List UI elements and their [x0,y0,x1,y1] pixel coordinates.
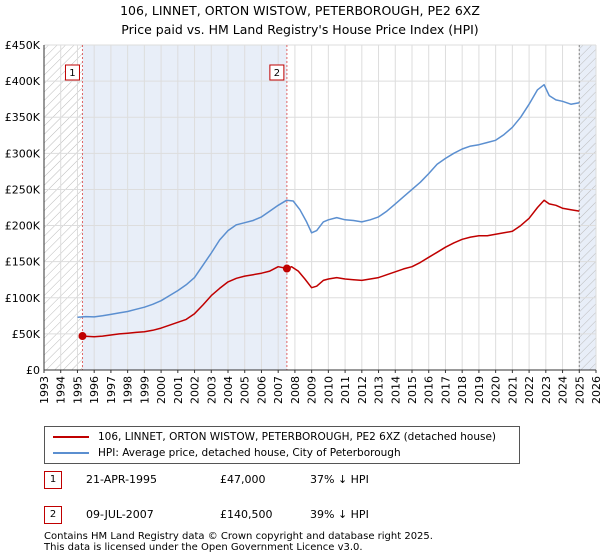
shaded-period [82,45,287,370]
legend-swatch-hpi [53,452,89,454]
y-tick-label: £300K [5,147,41,160]
sale-number-badge: 2 [44,506,62,524]
x-tick-label: 2015 [406,376,419,404]
y-tick-label: £100K [5,292,41,305]
sale-date: 09-JUL-2007 [86,508,154,521]
footer-copyright: Contains HM Land Registry data © Crown c… [44,531,433,542]
sale-number-badge: 1 [44,471,62,489]
x-tick-label: 1994 [55,376,68,404]
x-tick-label: 1993 [38,376,51,404]
x-tick-label: 2019 [473,376,486,404]
x-tick-label: 2005 [239,376,252,404]
legend-label-property: 106, LINNET, ORTON WISTOW, PETERBOROUGH,… [98,431,497,443]
footer-licence: This data is licensed under the Open Gov… [44,542,363,553]
hpi-series-line [77,83,580,319]
x-tick-label: 2008 [289,376,302,404]
legend-swatch-property [53,436,89,438]
x-tick-label: 2011 [339,376,352,404]
sale-label-box [269,64,285,81]
price-chart: £0 £50K £100K £150K £200K £250K £300K £350K £400… [5,39,600,404]
x-tick-label: 2012 [356,376,369,404]
x-tick-label: 2000 [155,376,168,404]
x-tick-label: 2018 [456,376,469,404]
y-tick-label: £50K [12,328,41,341]
chart-legend: 106, LINNET, ORTON WISTOW, PETERBOROUGH,… [44,426,520,464]
x-tick-label: 2025 [573,376,586,404]
y-tick-label: £200K [5,220,41,233]
y-tick-label: £400K [5,75,41,88]
sale-label-text: 1 [69,68,75,79]
x-tick-label: 1998 [122,376,135,404]
x-tick-label: 2007 [272,376,285,404]
x-tick-label: 2022 [523,376,536,404]
x-tick-label: 2021 [506,376,519,404]
sale-price: £47,000 [220,473,266,486]
x-tick-label: 2024 [557,376,570,404]
legend-item-property: 106, LINNET, ORTON WISTOW, PETERBOROUGH,… [53,429,496,445]
sale-date: 21-APR-1995 [86,473,158,486]
x-tick-label: 2023 [540,376,553,404]
x-tick-label: 2013 [373,376,386,404]
sale-hpi-diff: 37% ↓ HPI [310,473,369,486]
sale-price: £140,500 [220,508,273,521]
y-tick-label: £150K [5,256,41,269]
sale-row: 1 21-APR-1995 £47,000 37% ↓ HPI [44,471,564,491]
y-tick-label: £0 [26,364,40,377]
x-tick-label: 2010 [322,376,335,404]
property-series-line [82,199,580,338]
legend-label-hpi: HPI: Average price, detached house, City… [98,447,401,459]
sale-point [78,332,87,341]
x-tick-label: 2020 [490,376,503,404]
x-tick-label: 1999 [138,376,151,404]
x-tick-label: 2004 [222,376,235,404]
x-tick-label: 2014 [389,376,402,404]
x-tick-label: 2016 [423,376,436,404]
x-tick-label: 2026 [590,376,600,404]
sale-label-text: 2 [274,68,280,79]
y-tick-label: £250K [5,183,41,196]
sale-point [282,264,291,273]
footer-attribution: Contains HM Land Registry data © Crown c… [44,531,433,553]
x-tick-label: 2001 [172,376,185,404]
y-tick-label: £450K [5,39,41,52]
x-tick-label: 2017 [439,376,452,404]
hatched-period [579,45,596,370]
y-tick-label: £350K [5,111,41,124]
x-tick-label: 2003 [205,376,218,404]
chart-title: 106, LINNET, ORTON WISTOW, PETERBOROUGH,… [120,3,480,18]
x-tick-label: 2002 [189,376,202,404]
sale-hpi-diff: 39% ↓ HPI [310,508,369,521]
x-tick-label: 1995 [71,376,84,404]
x-tick-label: 2009 [306,376,319,404]
hatched-period [44,45,83,370]
x-tick-label: 1996 [88,376,101,404]
sale-row: 2 09-JUL-2007 £140,500 39% ↓ HPI [44,506,564,526]
x-tick-label: 2006 [255,376,268,404]
chart-subtitle: Price paid vs. HM Land Registry's House … [121,22,479,37]
legend-item-hpi: HPI: Average price, detached house, City… [53,445,401,461]
x-tick-label: 1997 [105,376,118,404]
sale-label-box [64,64,80,81]
